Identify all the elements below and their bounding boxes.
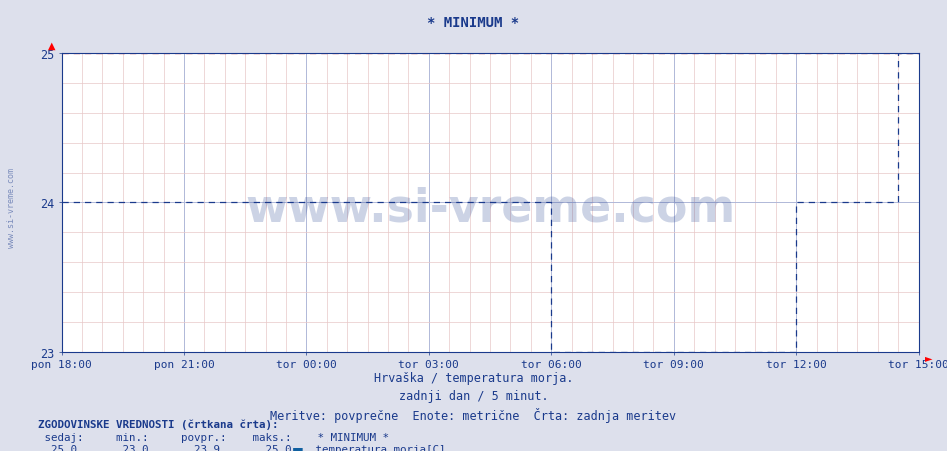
- Text: temperatura morja[C]: temperatura morja[C]: [309, 444, 445, 451]
- Text: Hrvaška / temperatura morja.: Hrvaška / temperatura morja.: [374, 371, 573, 384]
- Text: zadnji dan / 5 minut.: zadnji dan / 5 minut.: [399, 389, 548, 402]
- Text: sedaj:     min.:     povpr.:    maks.:    * MINIMUM *: sedaj: min.: povpr.: maks.: * MINIMUM *: [38, 432, 389, 442]
- Text: ZGODOVINSKE VREDNOSTI (črtkana črta):: ZGODOVINSKE VREDNOSTI (črtkana črta):: [38, 419, 278, 429]
- Text: 25,0       23,0       23,9       25,0: 25,0 23,0 23,9 25,0: [38, 444, 292, 451]
- Text: ■: ■: [292, 444, 303, 451]
- Text: www.si-vreme.com: www.si-vreme.com: [245, 186, 735, 231]
- Text: ►: ►: [925, 353, 933, 363]
- Text: * MINIMUM *: * MINIMUM *: [427, 16, 520, 30]
- Text: ▲: ▲: [47, 41, 55, 51]
- Text: Meritve: povprečne  Enote: metrične  Črta: zadnja meritev: Meritve: povprečne Enote: metrične Črta:…: [271, 407, 676, 422]
- Text: www.si-vreme.com: www.si-vreme.com: [7, 168, 16, 247]
